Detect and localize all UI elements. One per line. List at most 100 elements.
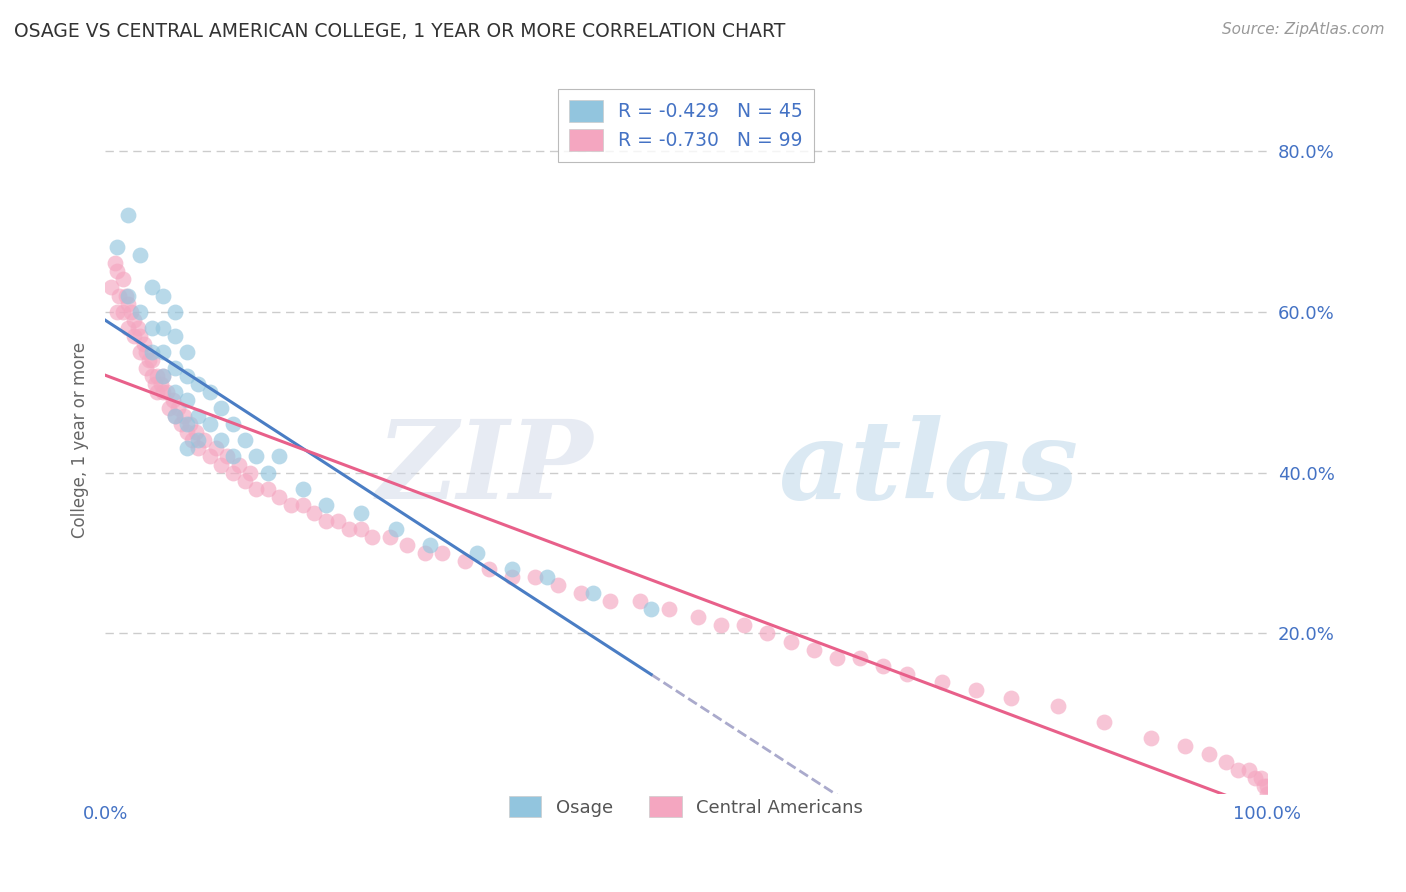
Point (163, 361, 186, 376)
Point (146, 385, 169, 400)
Point (179, 417, 201, 432)
Point (176, 344, 198, 359)
Point (117, 208, 139, 222)
Point (419, 538, 441, 552)
Point (163, 385, 186, 400)
Point (117, 320, 139, 334)
Point (350, 506, 373, 520)
Y-axis label: College, 1 year or more: College, 1 year or more (72, 343, 89, 539)
Text: Source: ZipAtlas.com: Source: ZipAtlas.com (1222, 22, 1385, 37)
Point (187, 442, 209, 456)
Point (111, 272, 134, 286)
Point (233, 474, 256, 488)
Point (129, 344, 152, 359)
Point (152, 320, 174, 334)
Point (849, 650, 872, 665)
Point (1092, 714, 1115, 729)
Point (710, 618, 733, 632)
Point (1046, 698, 1069, 713)
Point (129, 304, 152, 318)
Point (1174, 739, 1197, 753)
Point (350, 522, 373, 536)
Point (628, 594, 651, 608)
Point (430, 546, 453, 560)
Point (198, 417, 221, 432)
Point (222, 450, 245, 464)
Legend: Osage, Central Americans: Osage, Central Americans (502, 789, 870, 824)
Point (582, 586, 605, 600)
Point (1139, 731, 1161, 745)
Point (1244, 772, 1267, 786)
Point (209, 458, 232, 472)
Point (152, 369, 174, 384)
Point (187, 377, 209, 392)
Point (547, 578, 569, 592)
Point (465, 546, 488, 560)
Point (1250, 772, 1272, 786)
Point (187, 409, 209, 424)
Point (384, 522, 406, 536)
Point (141, 369, 163, 384)
Point (141, 280, 163, 294)
Point (152, 344, 174, 359)
Point (640, 602, 662, 616)
Point (173, 409, 195, 424)
Point (756, 626, 779, 640)
Point (135, 361, 157, 376)
Point (269, 450, 291, 464)
Point (872, 658, 894, 673)
Point (337, 522, 360, 536)
Point (269, 490, 291, 504)
Point (1253, 780, 1275, 794)
Point (162, 393, 184, 408)
Point (315, 514, 337, 528)
Point (965, 682, 987, 697)
Point (658, 602, 681, 616)
Point (129, 248, 152, 262)
Point (193, 434, 215, 448)
Point (198, 450, 221, 464)
Point (733, 618, 755, 632)
Point (129, 328, 152, 343)
Point (105, 264, 128, 278)
Point (825, 650, 848, 665)
Point (122, 312, 145, 326)
Point (280, 498, 302, 512)
Point (152, 288, 174, 302)
Point (477, 562, 499, 576)
Point (163, 304, 186, 318)
Point (361, 530, 384, 544)
Point (181, 434, 204, 448)
Point (163, 409, 186, 424)
Point (120, 304, 142, 318)
Point (156, 385, 179, 400)
Point (896, 666, 918, 681)
Point (1198, 747, 1220, 761)
Point (315, 498, 337, 512)
Point (217, 450, 239, 464)
Point (105, 240, 128, 254)
Point (1000, 690, 1022, 705)
Point (141, 352, 163, 367)
Point (138, 352, 160, 367)
Point (222, 466, 245, 480)
Point (1256, 788, 1278, 802)
Point (135, 344, 157, 359)
Point (176, 393, 198, 408)
Point (170, 417, 193, 432)
Point (1215, 755, 1237, 769)
Point (326, 514, 349, 528)
Point (524, 570, 547, 584)
Point (115, 288, 138, 302)
Point (686, 610, 709, 624)
Point (501, 562, 523, 576)
Point (536, 570, 558, 584)
Point (204, 442, 226, 456)
Point (187, 434, 209, 448)
Point (291, 482, 314, 496)
Point (239, 466, 262, 480)
Point (176, 425, 198, 440)
Point (413, 546, 436, 560)
Point (176, 417, 198, 432)
Point (779, 634, 801, 648)
